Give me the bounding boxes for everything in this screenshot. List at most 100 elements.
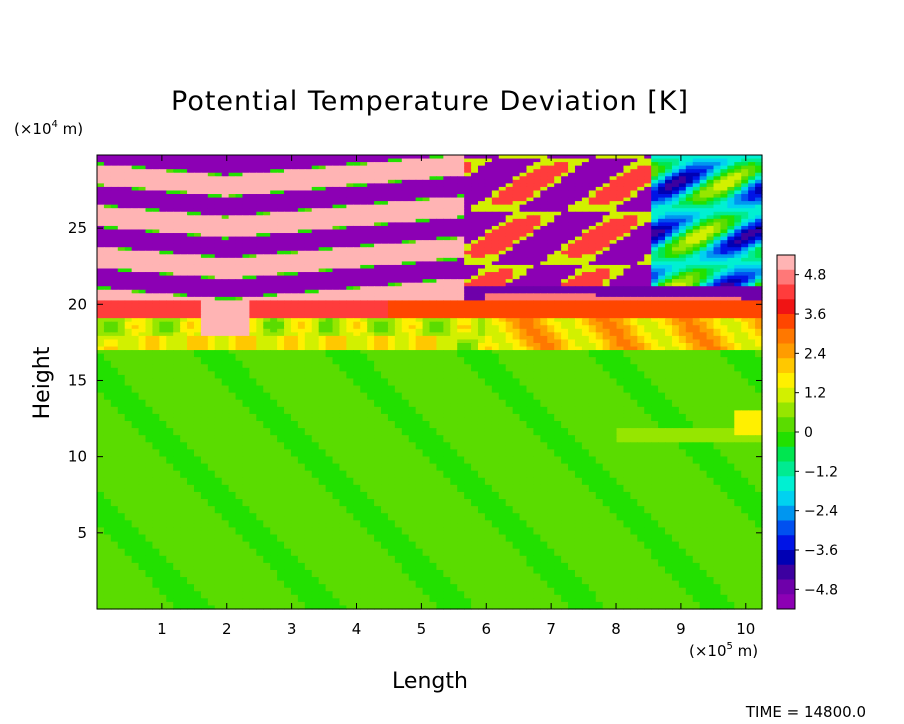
heatmap-cell [263, 321, 271, 326]
heatmap-cell [242, 264, 250, 270]
heatmap-cell [720, 197, 728, 202]
heatmap-cell [138, 233, 147, 238]
heatmap-cell [297, 204, 306, 209]
heatmap-cell [422, 275, 431, 280]
heatmap-cell [665, 293, 673, 298]
heatmap-cell [270, 186, 278, 192]
heatmap-cell [242, 186, 250, 192]
heatmap-cell [415, 250, 424, 255]
heatmap-cell [193, 268, 202, 273]
heatmap-cell [124, 314, 133, 319]
heatmap-cell [103, 201, 112, 206]
heatmap-cell [519, 268, 528, 273]
heatmap-cell [97, 303, 105, 309]
heatmap-cell [200, 233, 209, 238]
heatmap-cell [706, 204, 715, 209]
heatmap-cell [381, 190, 389, 195]
heatmap-cell [228, 279, 237, 284]
heatmap-cell [755, 169, 763, 174]
heatmap-cell [263, 211, 271, 216]
heatmap-cell [311, 282, 320, 287]
heatmap-cell [270, 261, 278, 266]
heatmap-cell [138, 279, 147, 284]
heatmap-cell [741, 307, 749, 312]
heatmap-cell [540, 307, 548, 312]
heatmap-cell [138, 169, 147, 174]
heatmap-cell [671, 328, 680, 333]
heatmap-cell [290, 247, 299, 252]
heatmap-cell [408, 335, 417, 341]
heatmap-cell [318, 186, 327, 192]
heatmap-cell [651, 257, 659, 263]
heatmap-cell [554, 268, 562, 273]
heatmap-cell [644, 321, 652, 326]
heatmap-cell [270, 158, 278, 163]
heatmap-cell [706, 286, 715, 291]
heatmap-cell [665, 272, 673, 277]
heatmap-cell [540, 215, 548, 220]
heatmap-cell [242, 201, 250, 206]
heatmap-cell [748, 190, 756, 195]
heatmap-cell [187, 275, 195, 280]
heatmap-cell [415, 194, 424, 199]
heatmap-cell [166, 272, 174, 277]
heatmap-cell [207, 236, 216, 241]
heatmap-cell [547, 335, 555, 341]
heatmap-cell [353, 311, 361, 316]
heatmap-cell [138, 208, 147, 213]
heatmap-cell [97, 250, 105, 255]
heatmap-cell [242, 165, 250, 170]
heatmap-cell [692, 218, 701, 223]
heatmap-cell [103, 233, 112, 238]
heatmap-cell [263, 204, 271, 209]
heatmap-cell [284, 204, 292, 209]
heatmap-cell [581, 250, 590, 255]
heatmap-cell [623, 211, 631, 216]
heatmap-cell [242, 250, 250, 255]
heatmap-cell [443, 279, 451, 284]
heatmap-cell [332, 318, 341, 323]
heatmap-cell [671, 225, 680, 231]
heatmap-cell [658, 179, 666, 184]
heatmap-cell [755, 186, 763, 192]
heatmap-cell [443, 289, 451, 294]
heatmap-cell [595, 194, 604, 199]
heatmap-cell [588, 190, 597, 195]
heatmap-cell [678, 222, 687, 227]
heatmap-cell [173, 272, 181, 277]
heatmap-cell [429, 186, 438, 192]
heatmap-cell [249, 194, 257, 199]
heatmap-cell [103, 332, 112, 337]
heatmap-cell [671, 172, 680, 177]
heatmap-cell [630, 254, 638, 259]
heatmap-cell [235, 197, 244, 202]
heatmap-cell [249, 218, 257, 223]
heatmap-cell [720, 172, 728, 177]
heatmap-cell [193, 289, 202, 294]
heatmap-cell [117, 158, 126, 163]
heatmap-cell [665, 335, 673, 341]
heatmap-cell [422, 194, 431, 199]
heatmap-cell [415, 282, 424, 287]
heatmap-cell [692, 254, 701, 259]
heatmap-cell [394, 286, 403, 291]
heatmap-cell [159, 183, 167, 188]
heatmap-cell [145, 165, 154, 170]
heatmap-cell [644, 264, 652, 270]
heatmap-cell [665, 300, 673, 305]
heatmap-cell [325, 229, 334, 234]
heatmap-cell [706, 222, 715, 227]
heatmap-cell [429, 155, 438, 160]
heatmap-cell [450, 325, 458, 330]
heatmap-cell [471, 268, 479, 273]
heatmap-cell [138, 264, 147, 270]
heatmap-cell [748, 222, 756, 227]
heatmap-cell [678, 208, 687, 213]
heatmap-cell [387, 293, 396, 298]
heatmap-cell [443, 243, 451, 248]
heatmap-cell [498, 314, 507, 319]
heatmap-cell [318, 172, 327, 177]
heatmap-cell [200, 208, 209, 213]
heatmap-cell [374, 179, 382, 184]
heatmap-cell [374, 176, 382, 181]
